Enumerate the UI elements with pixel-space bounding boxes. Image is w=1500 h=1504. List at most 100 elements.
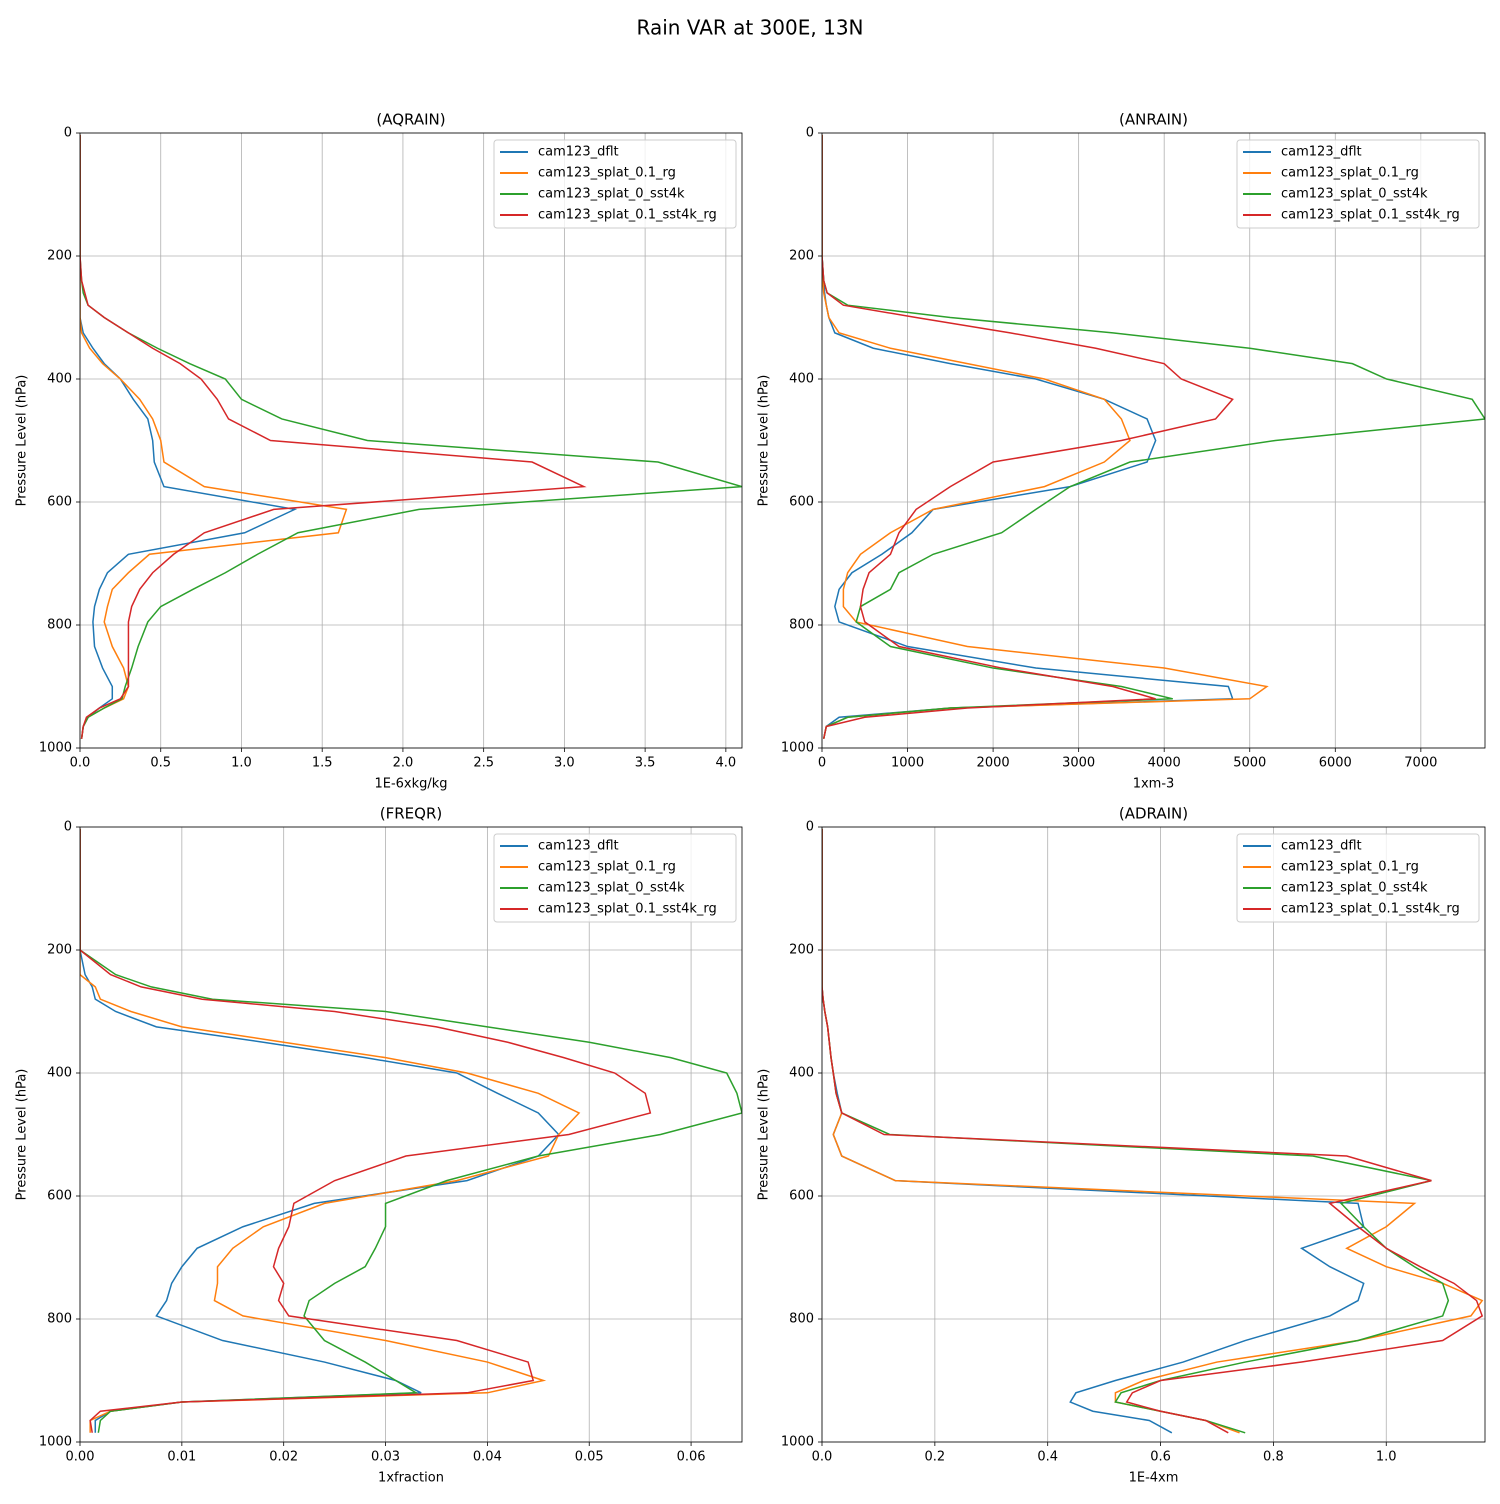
x-tick-label: 3.5 xyxy=(635,756,656,771)
legend-label: cam123_splat_0.1_sst4k_rg xyxy=(1281,902,1460,917)
x-tick-label: 0.03 xyxy=(371,1450,400,1465)
x-axis-label: 1xm-3 xyxy=(1133,777,1175,792)
legend-label: cam123_splat_0_sst4k xyxy=(538,187,685,202)
legend-box xyxy=(493,139,737,229)
y-tick-label: 0 xyxy=(64,820,72,835)
x-tick-label: 0.8 xyxy=(1263,1450,1284,1465)
x-tick-label: 5000 xyxy=(1233,756,1266,771)
y-tick-label: 600 xyxy=(47,1189,72,1204)
legend-label: cam123_dflt xyxy=(538,839,619,854)
legend-label: cam123_dflt xyxy=(1281,839,1362,854)
x-axis-label: 1E-4xm xyxy=(1129,1471,1179,1486)
x-tick-label: 2.0 xyxy=(393,756,414,771)
x-tick-label: 1.5 xyxy=(312,756,333,771)
y-tick-label: 0 xyxy=(806,126,814,141)
legend: cam123_dflt cam123_splat_0.1_rg cam123_spl… xyxy=(1236,833,1480,923)
legend-label: cam123_splat_0.1_rg xyxy=(1281,166,1419,181)
legend-label: cam123_splat_0_sst4k xyxy=(1281,881,1428,896)
x-tick-label: 3.0 xyxy=(554,756,575,771)
y-tick-label: 400 xyxy=(47,1066,72,1081)
y-tick-label: 1000 xyxy=(781,1435,814,1450)
data-line xyxy=(822,134,1269,739)
data-line xyxy=(822,134,1234,739)
axes-frame xyxy=(79,826,743,1443)
y-tick-label: 200 xyxy=(47,249,72,264)
y-tick-label: 800 xyxy=(789,618,814,633)
legend-label: cam123_splat_0_sst4k xyxy=(538,881,685,896)
data-line xyxy=(80,134,298,739)
y-axis-label: Pressure Level (hPa) xyxy=(757,375,772,507)
legend-label: cam123_splat_0_sst4k xyxy=(1281,187,1428,202)
x-tick-label: 0.0 xyxy=(812,1450,833,1465)
y-tick-label: 1000 xyxy=(781,741,814,756)
legend-box xyxy=(1236,139,1480,229)
data-line xyxy=(822,828,1484,1434)
data-line xyxy=(80,134,587,739)
y-tick-label: 400 xyxy=(47,372,72,387)
legend-label: cam123_splat_0.1_rg xyxy=(538,860,676,875)
x-tick-label: 7000 xyxy=(1404,756,1437,771)
subplot: 0.00 0.01 0.02 0.03 0.04 0.05 0.06 0 200 400 600 80… xyxy=(15,805,743,1486)
subplot: 0 1000 2000 3000 4000 5000 6000 7000 0 200 400 600 8… xyxy=(757,111,1486,792)
data-line xyxy=(80,828,652,1433)
axes-frame xyxy=(821,132,1486,749)
x-tick-label: 0.04 xyxy=(473,1450,502,1465)
axes-frame xyxy=(79,132,743,749)
y-axis-label: Pressure Level (hPa) xyxy=(757,1069,772,1201)
legend-box xyxy=(1236,833,1480,923)
x-tick-label: 0.4 xyxy=(1037,1450,1058,1465)
legend-label: cam123_splat_0.1_sst4k_rg xyxy=(538,902,717,917)
x-tick-label: 0.01 xyxy=(167,1450,196,1465)
x-tick-label: 6000 xyxy=(1319,756,1352,771)
y-tick-label: 0 xyxy=(806,820,814,835)
x-tick-label: 2000 xyxy=(977,756,1010,771)
x-tick-label: 1.0 xyxy=(1376,1450,1397,1465)
x-tick-label: 2.5 xyxy=(473,756,494,771)
y-tick-label: 200 xyxy=(789,943,814,958)
legend: cam123_dflt cam123_splat_0.1_rg cam123_spl… xyxy=(1236,139,1480,229)
y-tick-label: 1000 xyxy=(39,1435,72,1450)
legend-label: cam123_dflt xyxy=(1281,145,1362,160)
y-tick-label: 200 xyxy=(789,249,814,264)
x-tick-label: 4.0 xyxy=(716,756,737,771)
x-tick-label: 0 xyxy=(818,756,826,771)
legend-label: cam123_dflt xyxy=(538,145,619,160)
legend-label: cam123_splat_0.1_rg xyxy=(1281,860,1419,875)
y-tick-label: 600 xyxy=(789,1189,814,1204)
y-tick-label: 200 xyxy=(47,943,72,958)
legend-label: cam123_splat_0.1_sst4k_rg xyxy=(1281,208,1460,223)
x-tick-label: 0.06 xyxy=(677,1450,706,1465)
x-tick-label: 0.00 xyxy=(66,1450,95,1465)
axes-frame xyxy=(821,826,1486,1443)
data-line xyxy=(80,828,742,1433)
y-tick-label: 0 xyxy=(64,126,72,141)
y-tick-label: 600 xyxy=(47,495,72,510)
y-tick-label: 800 xyxy=(789,1312,814,1327)
legend-label: cam123_splat_0.1_sst4k_rg xyxy=(538,208,717,223)
subplot: 0.0 0.5 1.0 1.5 2.0 2.5 3.0 3.5 4.0 0 200 400 600 800… xyxy=(15,111,743,792)
y-tick-label: 800 xyxy=(47,1312,72,1327)
x-tick-label: 0.6 xyxy=(1150,1450,1171,1465)
x-tick-label: 0.02 xyxy=(269,1450,298,1465)
x-axis-label: 1xfraction xyxy=(378,1471,444,1486)
x-tick-label: 0.5 xyxy=(150,756,171,771)
x-tick-label: 3000 xyxy=(1062,756,1095,771)
legend-box xyxy=(493,833,737,923)
x-tick-label: 1.0 xyxy=(231,756,252,771)
data-line xyxy=(80,828,581,1433)
y-tick-label: 400 xyxy=(789,372,814,387)
subplot-title: (ANRAIN) xyxy=(1119,111,1188,129)
x-tick-label: 0.2 xyxy=(925,1450,946,1465)
y-axis-label: Pressure Level (hPa) xyxy=(15,1069,30,1201)
y-tick-label: 400 xyxy=(789,1066,814,1081)
subplot-title: (FREQR) xyxy=(380,805,442,823)
data-line xyxy=(822,134,1485,739)
subplot: 0.0 0.2 0.4 0.6 0.8 1.0 0 200 400 600 800 1000 (ADRA… xyxy=(757,805,1486,1486)
y-tick-label: 1000 xyxy=(39,741,72,756)
y-tick-label: 800 xyxy=(47,618,72,633)
subplot-title: (ADRAIN) xyxy=(1119,805,1188,823)
legend-label: cam123_splat_0.1_rg xyxy=(538,166,676,181)
x-tick-label: 1000 xyxy=(891,756,924,771)
legend: cam123_dflt cam123_splat_0.1_rg cam123_spl… xyxy=(493,139,737,229)
x-tick-label: 0.0 xyxy=(70,756,91,771)
